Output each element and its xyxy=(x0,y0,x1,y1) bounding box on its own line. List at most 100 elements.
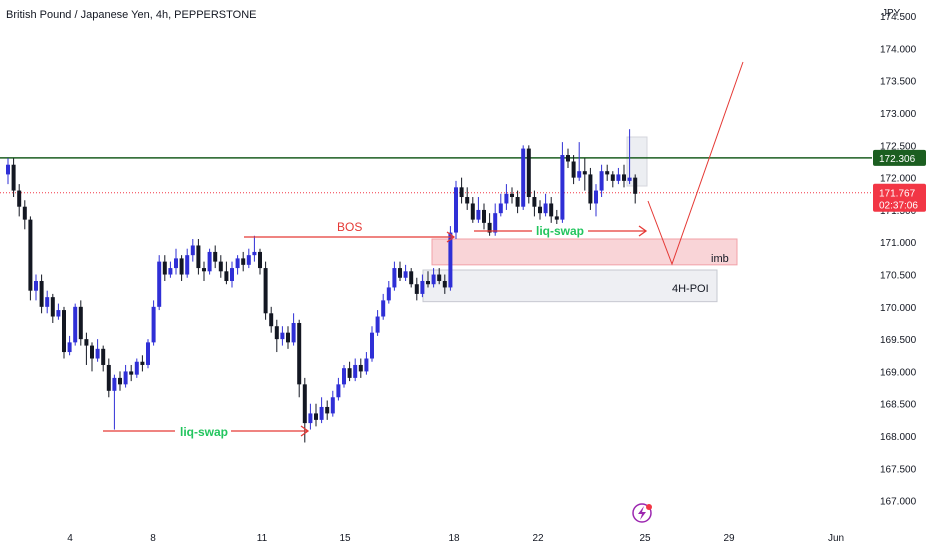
candle xyxy=(151,300,156,346)
candle-body xyxy=(381,300,386,317)
candle xyxy=(196,239,201,275)
candle-body xyxy=(370,332,374,359)
candle xyxy=(146,339,150,369)
candle xyxy=(308,403,313,430)
candle xyxy=(230,261,234,288)
liq-swap-label-bg xyxy=(532,224,588,238)
candle xyxy=(263,261,268,320)
time-tick-label: 22 xyxy=(532,533,544,544)
candle xyxy=(392,261,397,291)
candle xyxy=(325,400,330,420)
candle-body xyxy=(11,164,16,191)
candle-body xyxy=(610,174,615,181)
last-price: 171.767 xyxy=(879,189,916,200)
price-tick-label: 172.000 xyxy=(880,174,917,185)
candle-body xyxy=(616,174,621,181)
candle-body xyxy=(532,197,537,207)
key-level-badge xyxy=(873,149,926,166)
liq-swap-arrowhead xyxy=(300,425,310,437)
candle xyxy=(465,187,470,210)
candle-body xyxy=(235,258,240,269)
candle-body xyxy=(319,406,324,420)
candle xyxy=(381,293,386,320)
imb-label: imb xyxy=(711,253,729,265)
candle-body xyxy=(174,258,178,269)
candle-body xyxy=(487,222,492,233)
candle xyxy=(11,158,16,198)
candle-body xyxy=(50,297,55,317)
candle-body xyxy=(437,274,442,281)
candle-body xyxy=(246,255,251,265)
candle xyxy=(6,158,10,185)
candle-body xyxy=(56,310,61,317)
candle-body xyxy=(202,268,206,272)
candle xyxy=(50,293,55,323)
time-tick-label: 18 xyxy=(448,533,460,544)
candle xyxy=(174,248,178,275)
candle xyxy=(347,361,352,382)
candle xyxy=(588,167,593,210)
candle xyxy=(342,364,346,388)
candle-body xyxy=(364,358,369,372)
candle-body xyxy=(162,261,167,275)
candle-body xyxy=(493,213,498,233)
candle xyxy=(414,277,419,301)
candle xyxy=(112,374,117,430)
candle-body xyxy=(330,397,335,414)
candles xyxy=(6,129,638,443)
price-tick-label: 168.000 xyxy=(880,432,917,443)
candle xyxy=(482,203,486,230)
candle xyxy=(560,142,565,223)
candle xyxy=(185,248,190,278)
candle-body xyxy=(504,193,509,204)
candle-body xyxy=(302,384,307,424)
candle-body xyxy=(577,171,582,178)
candle xyxy=(84,332,89,365)
candle-body xyxy=(622,174,626,181)
candle-body xyxy=(207,251,212,272)
candle xyxy=(521,145,526,210)
candle xyxy=(330,390,335,417)
candle xyxy=(582,158,587,191)
candle xyxy=(336,377,341,401)
candle-body xyxy=(543,203,548,214)
candle xyxy=(258,248,262,275)
candle-body xyxy=(582,171,587,175)
candle-body xyxy=(90,345,94,359)
candle xyxy=(218,255,223,278)
candle xyxy=(398,261,402,281)
time-tick-label: 8 xyxy=(150,533,156,544)
poi-label: 4H-POI xyxy=(672,283,709,295)
candle xyxy=(123,364,128,388)
lightning-icon-bolt xyxy=(638,506,646,520)
candle-body xyxy=(442,280,447,288)
candle xyxy=(459,177,464,204)
candle-body xyxy=(605,171,610,175)
lightning-icon-ring xyxy=(632,503,652,523)
time-tick-label: 4 xyxy=(67,533,73,544)
candle-body xyxy=(179,258,184,275)
candle xyxy=(162,255,167,281)
price-tick-label: 170.000 xyxy=(880,303,917,314)
candle-body xyxy=(594,190,598,204)
candle-body xyxy=(274,326,279,340)
candle-body xyxy=(526,148,531,198)
candle xyxy=(577,142,582,181)
candle xyxy=(571,155,576,185)
candle xyxy=(504,184,509,210)
candle-body xyxy=(566,155,570,162)
candle-body xyxy=(95,348,100,359)
candle xyxy=(487,213,492,236)
candle xyxy=(28,216,33,301)
candle xyxy=(358,358,363,378)
candle-body xyxy=(224,271,229,281)
candle-body xyxy=(241,258,246,265)
candle-body xyxy=(230,268,234,281)
candle-body xyxy=(17,190,22,207)
candle xyxy=(45,290,50,314)
candle xyxy=(168,261,173,278)
candle xyxy=(319,397,324,424)
candle xyxy=(370,326,374,362)
liq-swap-label-bg xyxy=(175,424,231,438)
